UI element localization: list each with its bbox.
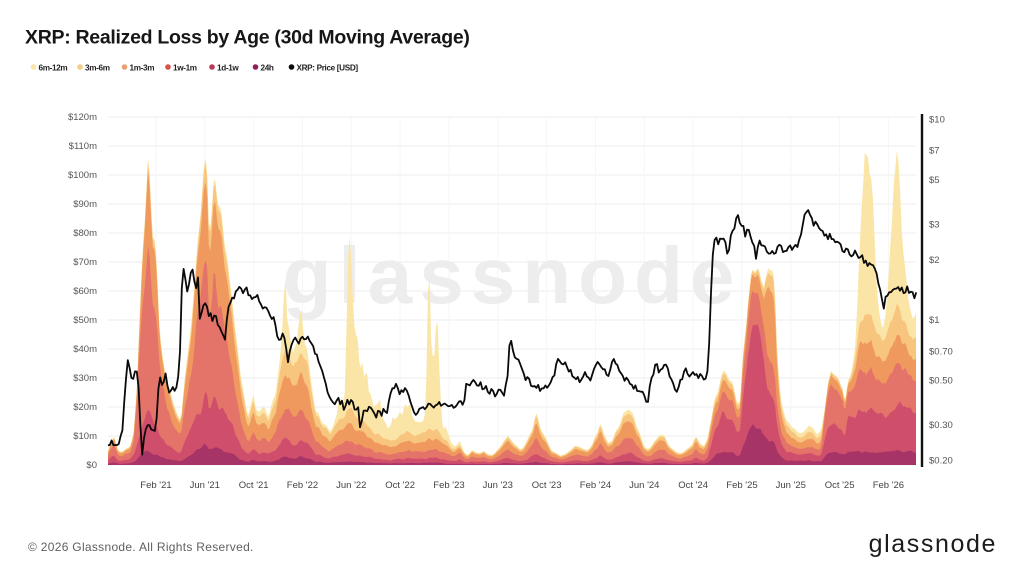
svg-text:Feb '26: Feb '26 <box>873 480 904 491</box>
svg-text:Jun '21: Jun '21 <box>190 480 220 491</box>
svg-text:1d-1w: 1d-1w <box>217 63 239 72</box>
svg-text:$60m: $60m <box>73 286 97 297</box>
svg-text:$10m: $10m <box>73 431 97 442</box>
svg-text:Feb '24: Feb '24 <box>580 480 611 491</box>
svg-text:$110m: $110m <box>69 141 97 152</box>
svg-text:Feb '25: Feb '25 <box>726 480 757 491</box>
svg-text:$30m: $30m <box>73 373 97 384</box>
svg-text:Feb '23: Feb '23 <box>433 480 464 491</box>
svg-text:3m-6m: 3m-6m <box>85 63 110 72</box>
svg-text:Oct '22: Oct '22 <box>385 480 415 491</box>
svg-text:© 2026 Glassnode. All Rights R: © 2026 Glassnode. All Rights Reserved. <box>28 540 254 554</box>
svg-text:$10: $10 <box>929 114 945 125</box>
svg-text:Feb '21: Feb '21 <box>140 480 171 491</box>
svg-text:Jun '22: Jun '22 <box>336 480 366 491</box>
svg-text:$1: $1 <box>929 315 940 326</box>
svg-text:Oct '25: Oct '25 <box>825 480 855 491</box>
svg-text:$120m: $120m <box>68 112 97 123</box>
svg-text:$2: $2 <box>929 255 940 266</box>
svg-text:1m-3m: 1m-3m <box>130 63 155 72</box>
svg-text:$0.70: $0.70 <box>929 346 953 357</box>
svg-text:Jun '25: Jun '25 <box>776 480 806 491</box>
svg-text:$0.20: $0.20 <box>929 456 953 467</box>
svg-text:glassnode: glassnode <box>869 530 997 558</box>
svg-text:$7: $7 <box>929 146 940 157</box>
svg-text:6m-12m: 6m-12m <box>39 63 68 72</box>
svg-text:1w-1m: 1w-1m <box>173 63 197 72</box>
svg-text:$50m: $50m <box>73 315 97 326</box>
svg-text:$0: $0 <box>86 460 97 471</box>
svg-text:Jun '23: Jun '23 <box>483 480 513 491</box>
svg-text:$90m: $90m <box>73 199 97 210</box>
svg-text:$5: $5 <box>929 175 940 186</box>
svg-text:$0.30: $0.30 <box>929 420 953 431</box>
svg-text:Oct '21: Oct '21 <box>239 480 269 491</box>
svg-text:Oct '23: Oct '23 <box>532 480 562 491</box>
svg-text:$20m: $20m <box>73 402 97 413</box>
svg-text:24h: 24h <box>261 63 274 72</box>
svg-text:$0.50: $0.50 <box>929 376 953 387</box>
svg-text:$3: $3 <box>929 219 940 230</box>
svg-text:XRP: Realized Loss by Age (30d: XRP: Realized Loss by Age (30d Moving Av… <box>25 27 470 49</box>
svg-text:$100m: $100m <box>68 170 97 181</box>
svg-text:glassnode: glassnode <box>283 231 742 320</box>
svg-text:Oct '24: Oct '24 <box>678 480 708 491</box>
svg-text:XRP: Price [USD]: XRP: Price [USD] <box>297 63 359 72</box>
svg-text:$40m: $40m <box>73 344 97 355</box>
svg-text:$80m: $80m <box>73 228 97 239</box>
svg-text:Feb '22: Feb '22 <box>287 480 318 491</box>
svg-text:Jun '24: Jun '24 <box>629 480 659 491</box>
svg-text:$70m: $70m <box>73 257 97 268</box>
